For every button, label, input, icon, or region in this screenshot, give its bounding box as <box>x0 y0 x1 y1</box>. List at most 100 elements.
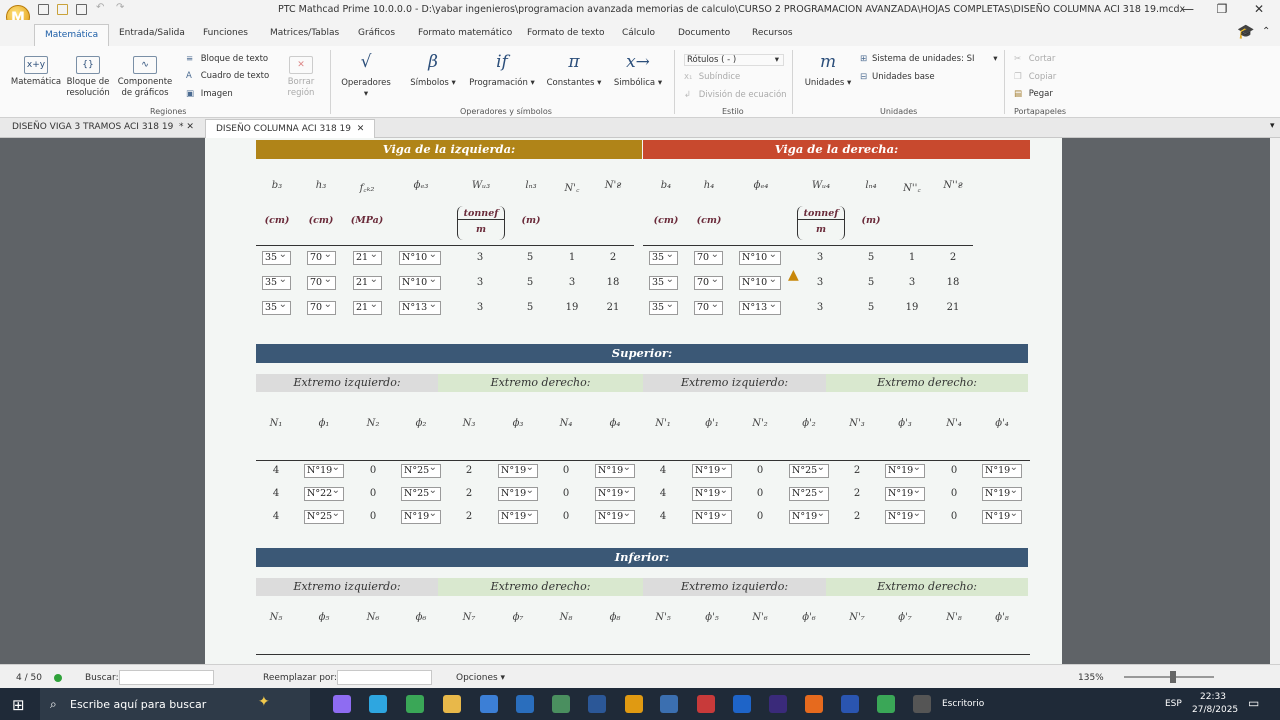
labels-dropdown[interactable]: Rótulos ( - ) ▾ <box>684 54 784 66</box>
desktop-label[interactable]: Escritorio <box>942 699 985 709</box>
symbolic-button[interactable]: x→ Simbólica ▾ <box>610 52 666 89</box>
beam-left-dropdown[interactable]: 35 <box>262 299 291 315</box>
bar-size-dropdown[interactable]: N°19 <box>498 485 538 501</box>
beam-left-dropdown[interactable]: 70 <box>307 299 336 315</box>
learning-hat-icon[interactable]: 🎓 <box>1237 24 1255 40</box>
beam-right-dropdown[interactable]: 70 <box>694 249 723 265</box>
chrome-2-icon[interactable] <box>877 695 895 713</box>
beam-left-dropdown[interactable]: 21 <box>353 299 382 315</box>
editor-icon[interactable] <box>660 695 678 713</box>
bar-size-dropdown[interactable]: N°19 <box>498 508 538 524</box>
image-button[interactable]: ▣ Imagen <box>186 89 233 99</box>
beam-left-dropdown[interactable]: N°10 <box>399 249 441 265</box>
clock-time[interactable]: 22:33 <box>1200 692 1226 702</box>
doc-tab-columna[interactable]: DISEÑO COLUMNA ACI 318 19 ✕ <box>205 119 376 138</box>
app-icon[interactable] <box>480 695 498 713</box>
doc-tab-viga[interactable]: DISEÑO VIGA 3 TRAMOS ACI 318 19 * ✕ <box>12 122 194 132</box>
tab-entrada-salida[interactable]: Entrada/Salida <box>119 28 185 38</box>
beam-left-dropdown[interactable]: 70 <box>307 274 336 290</box>
tab-matematica[interactable]: Matemática <box>34 24 110 46</box>
bar-size-dropdown[interactable]: N°19 <box>692 485 732 501</box>
symbols-button[interactable]: β Símbolos ▾ <box>406 52 460 89</box>
telegram-icon[interactable] <box>369 695 387 713</box>
tabs-overflow-icon[interactable]: ▾ <box>1270 121 1275 131</box>
open-folder-icon[interactable] <box>57 4 68 15</box>
beam-right-dropdown[interactable]: 70 <box>694 274 723 290</box>
new-file-icon[interactable] <box>38 4 49 15</box>
chrome-icon[interactable] <box>406 695 424 713</box>
tab-documento[interactable]: Documento <box>678 28 731 38</box>
vertical-scrollbar[interactable] <box>1270 138 1280 664</box>
beam-left-dropdown[interactable]: 35 <box>262 249 291 265</box>
beam-left-dropdown[interactable]: 21 <box>353 249 382 265</box>
worksheet-page[interactable]: Viga de la izquierda: Viga de la derecha… <box>205 138 1062 664</box>
clock-date[interactable]: 27/8/2025 <box>1192 705 1239 715</box>
settings-app-icon[interactable] <box>913 695 931 713</box>
beam-right-dropdown[interactable]: N°13 <box>739 299 781 315</box>
options-button[interactable]: Opciones ▾ <box>456 673 506 683</box>
tab-recursos[interactable]: Recursos <box>752 28 793 38</box>
language-indicator[interactable]: ESP <box>1165 699 1182 709</box>
constants-button[interactable]: π Constantes ▾ <box>544 52 604 89</box>
paste-button[interactable]: ▤ Pegar <box>1014 89 1053 99</box>
zoom-slider-thumb[interactable] <box>1170 671 1176 683</box>
bar-size-dropdown[interactable]: N°25 <box>401 462 441 478</box>
save-icon[interactable] <box>76 4 87 15</box>
bar-size-dropdown[interactable]: N°22 <box>304 485 344 501</box>
maximize-button[interactable]: ❐ <box>1216 2 1228 16</box>
beam-left-dropdown[interactable]: 21 <box>353 274 382 290</box>
chevron-up-icon[interactable]: ⌃ <box>1262 26 1271 37</box>
beam-right-dropdown[interactable]: N°10 <box>739 249 781 265</box>
bar-size-dropdown[interactable]: N°19 <box>401 508 441 524</box>
bar-size-dropdown[interactable]: N°25 <box>789 485 829 501</box>
bar-size-dropdown[interactable]: N°19 <box>692 508 732 524</box>
tab-formato-texto[interactable]: Formato de texto <box>527 28 605 38</box>
windows-start-icon[interactable]: ⊞ <box>12 696 25 714</box>
close-button[interactable]: ✕ <box>1253 2 1265 16</box>
unit-system-dropdown[interactable]: ⊞ Sistema de unidades: SI ▾ <box>860 54 998 64</box>
bar-size-dropdown[interactable]: N°19 <box>789 508 829 524</box>
bar-size-dropdown[interactable]: N°19 <box>595 462 635 478</box>
taskbar-app-icon[interactable] <box>733 695 751 713</box>
beam-left-dropdown[interactable]: 70 <box>307 249 336 265</box>
tab-matrices-tablas[interactable]: Matrices/Tablas <box>270 28 340 38</box>
beam-left-dropdown[interactable]: N°10 <box>399 274 441 290</box>
tab-funciones[interactable]: Funciones <box>203 28 248 38</box>
subindex-button[interactable]: x₁ Subíndice <box>684 72 741 82</box>
bar-size-dropdown[interactable]: N°19 <box>595 485 635 501</box>
redo-icon[interactable]: ↷ <box>116 2 125 13</box>
search-input[interactable] <box>119 670 214 685</box>
file-explorer-icon[interactable] <box>443 695 461 713</box>
bar-size-dropdown[interactable]: N°19 <box>304 462 344 478</box>
bar-size-dropdown[interactable]: N°25 <box>401 485 441 501</box>
word-icon[interactable] <box>588 695 606 713</box>
bar-size-dropdown[interactable]: N°25 <box>789 462 829 478</box>
chart-component-button[interactable]: ∿ Componente de gráficos <box>116 56 174 99</box>
bar-size-dropdown[interactable]: N°19 <box>982 485 1022 501</box>
taskbar-search[interactable] <box>40 688 310 720</box>
bar-size-dropdown[interactable]: N°19 <box>885 485 925 501</box>
programming-button[interactable]: if Programación ▾ <box>466 52 538 89</box>
beam-right-dropdown[interactable]: 35 <box>649 249 678 265</box>
firefox-icon[interactable] <box>805 695 823 713</box>
base-units-button[interactable]: ⊟ Unidades base <box>860 72 935 82</box>
bar-size-dropdown[interactable]: N°19 <box>692 462 732 478</box>
mathcad-taskbar-icon[interactable] <box>625 695 643 713</box>
tab-formato-matematico[interactable]: Formato matemático <box>418 28 513 38</box>
minimize-button[interactable]: — <box>1182 2 1194 16</box>
math-region-button[interactable]: x+y Matemática <box>10 56 62 88</box>
equation-split-button[interactable]: ↲ División de ecuación <box>684 90 787 100</box>
autocad-icon[interactable] <box>697 695 715 713</box>
operators-button[interactable]: √ Operadores ▾ <box>338 52 394 100</box>
beam-right-dropdown[interactable]: 70 <box>694 299 723 315</box>
zoom-slider[interactable] <box>1124 676 1214 678</box>
beam-left-dropdown[interactable]: 35 <box>262 274 291 290</box>
text-box-button[interactable]: A Cuadro de texto <box>186 71 270 81</box>
tab-graficos[interactable]: Gráficos <box>358 28 396 38</box>
copy-button[interactable]: ❐ Copiar <box>1014 72 1057 82</box>
bar-size-dropdown[interactable]: N°19 <box>982 462 1022 478</box>
beam-right-dropdown[interactable]: 35 <box>649 299 678 315</box>
copilot-icon[interactable] <box>333 695 351 713</box>
text-block-button[interactable]: ≡ Bloque de texto <box>186 54 269 64</box>
tab-calculo[interactable]: Cálculo <box>622 28 655 38</box>
